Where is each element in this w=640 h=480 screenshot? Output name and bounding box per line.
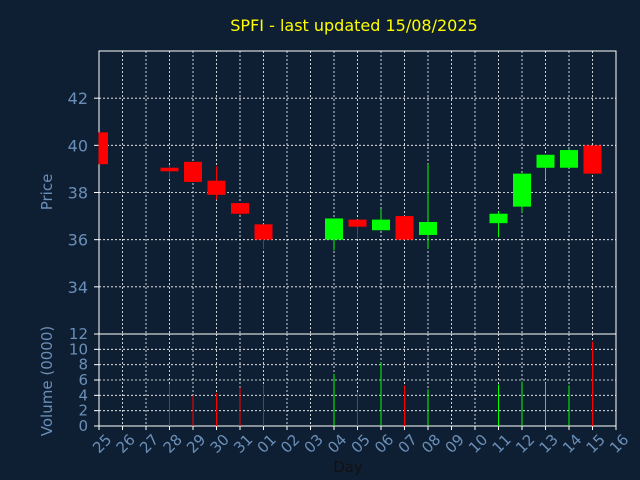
x-tick-label: 14: [559, 431, 585, 457]
day-axis-label: Day: [333, 458, 363, 476]
volume-axis-label: Volume (0000): [38, 326, 56, 436]
candle: [207, 166, 226, 200]
x-tick-labels: 2526272829303101020304050607080910111213…: [89, 426, 632, 457]
price-tick-label: 34: [68, 278, 88, 297]
x-tick-label: 16: [606, 431, 632, 457]
x-tick-label: 10: [465, 431, 491, 457]
candle: [254, 224, 273, 250]
candle-body: [395, 216, 414, 240]
price-tick-label: 36: [68, 231, 88, 250]
candle-body: [513, 173, 531, 207]
x-tick-label: 09: [442, 431, 468, 457]
price-tick-label: 42: [68, 89, 88, 108]
x-tick-label: 06: [371, 431, 397, 457]
candle: [513, 173, 531, 213]
candle: [395, 216, 414, 240]
volume-tick-label: 6: [78, 371, 88, 389]
candle-body: [207, 180, 226, 195]
x-tick-label: 07: [395, 431, 421, 457]
candle: [372, 209, 390, 231]
candle: [536, 154, 555, 180]
candle-body: [536, 154, 555, 168]
volume-tick-label: 10: [69, 340, 88, 358]
candle-body: [489, 213, 508, 224]
candle: [231, 203, 249, 215]
candle-body: [560, 150, 578, 168]
x-tick-label: 05: [348, 431, 374, 457]
x-tick-label: 13: [536, 431, 562, 457]
candle: [489, 211, 508, 238]
candle: [419, 164, 437, 250]
candle: [184, 161, 202, 182]
x-tick-label: 04: [324, 431, 350, 457]
x-tick-label: 15: [583, 431, 609, 457]
x-tick-label: 03: [301, 431, 327, 457]
candle: [98, 132, 108, 165]
chart-title: SPFI - last updated 15/08/2025: [230, 16, 477, 35]
candle-body: [99, 132, 108, 165]
x-tick-label: 01: [254, 431, 280, 457]
candle-body: [325, 218, 343, 240]
volume-tick-label: 2: [78, 402, 88, 420]
volume-tick-label: 4: [78, 386, 88, 404]
candle: [560, 148, 578, 168]
candle: [325, 218, 343, 251]
candle-body: [254, 224, 273, 240]
candle-body: [348, 219, 367, 227]
candle: [348, 219, 367, 239]
x-tick-label: 31: [230, 431, 256, 457]
volume-tick-label: 12: [69, 325, 88, 343]
price-axis-label: Price: [38, 174, 56, 211]
x-tick-label: 25: [89, 431, 115, 457]
x-tick-label: 26: [113, 431, 139, 457]
volume-tick-label: 8: [78, 356, 88, 374]
x-tick-label: 11: [489, 431, 515, 457]
x-tick-label: 28: [160, 431, 186, 457]
candle-body: [419, 221, 437, 235]
candle: [583, 145, 602, 174]
candle-body: [184, 161, 202, 182]
x-tick-label: 30: [207, 431, 233, 457]
candle: [160, 165, 179, 179]
x-tick-label: 27: [136, 431, 162, 457]
x-tick-label: 02: [277, 431, 303, 457]
candle-body: [583, 145, 602, 174]
x-tick-label: 29: [183, 431, 209, 457]
price-tick-label: 38: [68, 184, 88, 203]
volume-tick-label: 0: [78, 417, 88, 435]
price-tick-label: 40: [68, 136, 88, 155]
candle-body: [231, 203, 249, 214]
x-tick-label: 08: [418, 431, 444, 457]
candle-body: [160, 167, 179, 172]
x-tick-label: 12: [512, 431, 538, 457]
price-panel: 34 36 38 40 42: [68, 50, 617, 335]
candle-body: [372, 219, 390, 231]
